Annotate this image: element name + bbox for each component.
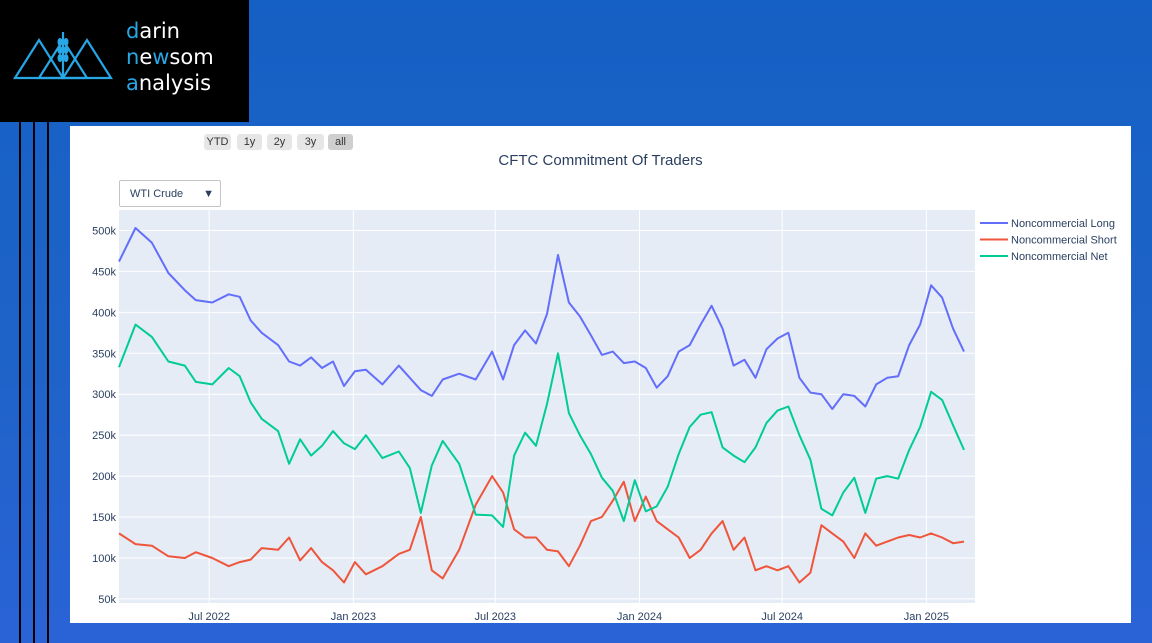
x-tick-label: Jan 2024: [617, 611, 662, 623]
range-3y-button[interactable]: 3y: [297, 134, 324, 150]
cot-line-chart: 50k 100k 150k 200k 250k 300k 350k 400k 450k 500k J…: [92, 210, 1117, 623]
y-tick-label: 200k: [92, 471, 116, 483]
series-line-noncommercial-net: [118, 323, 965, 528]
legend-label-noncommercial-short: Noncommercial Short: [1011, 235, 1117, 247]
x-tick-label: Jan 2023: [331, 611, 376, 623]
chart-title: CFTC Commitment Of Traders: [498, 152, 703, 169]
legend-label-noncommercial-net: Noncommercial Net: [1011, 251, 1108, 263]
y-tick-label: 450k: [92, 266, 116, 278]
y-tick-label: 500k: [92, 225, 116, 237]
y-tick-label: 100k: [92, 553, 116, 565]
y-tick-label: 400k: [92, 307, 116, 319]
brand-wordmark: darin newsom analysis: [126, 19, 214, 95]
range-2y-button[interactable]: 2y: [267, 134, 292, 150]
range-ytd-button[interactable]: YTD: [204, 134, 231, 150]
decorative-line: [47, 122, 49, 643]
range-all-button[interactable]: all: [328, 134, 353, 150]
y-tick-label: 300k: [92, 389, 116, 401]
y-tick-label: 350k: [92, 348, 116, 360]
commodity-select[interactable]: WTI Crude ▼: [119, 180, 221, 207]
series-line-noncommercial-short: [118, 475, 965, 584]
y-tick-label: 150k: [92, 512, 116, 524]
x-tick-label: Jul 2023: [474, 611, 516, 623]
commodity-select-value: WTI Crude: [130, 188, 184, 200]
decorative-line: [19, 122, 21, 643]
dropdown-arrow-icon: ▼: [203, 188, 214, 200]
x-tick-label: Jul 2022: [188, 611, 230, 623]
mountain-wheat-icon: [13, 32, 113, 80]
range-1y-button[interactable]: 1y: [237, 134, 262, 150]
legend-label-noncommercial-long: Noncommercial Long: [1011, 218, 1115, 230]
chart-panel: YTD 1y 2y 3y all CFTC Commitment Of Trad…: [70, 126, 1131, 623]
decorative-line: [33, 122, 35, 643]
y-tick-label: 50k: [98, 594, 116, 606]
brand-logo: darin newsom analysis: [0, 0, 249, 122]
x-tick-label: Jan 2025: [904, 611, 949, 623]
y-tick-label: 250k: [92, 430, 116, 442]
x-tick-label: Jul 2024: [761, 611, 803, 623]
series-line-noncommercial-long: [118, 227, 965, 410]
